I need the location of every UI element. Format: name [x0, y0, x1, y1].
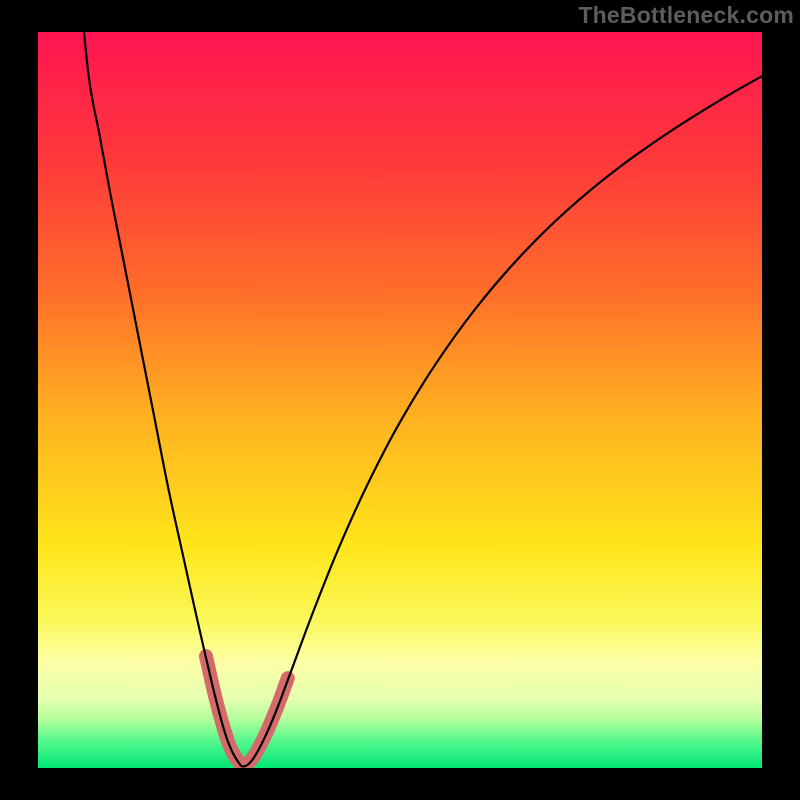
watermark-text: TheBottleneck.com: [578, 2, 794, 29]
chart-stage: TheBottleneck.com: [0, 0, 800, 800]
bottleneck-curve-chart: [0, 0, 800, 800]
